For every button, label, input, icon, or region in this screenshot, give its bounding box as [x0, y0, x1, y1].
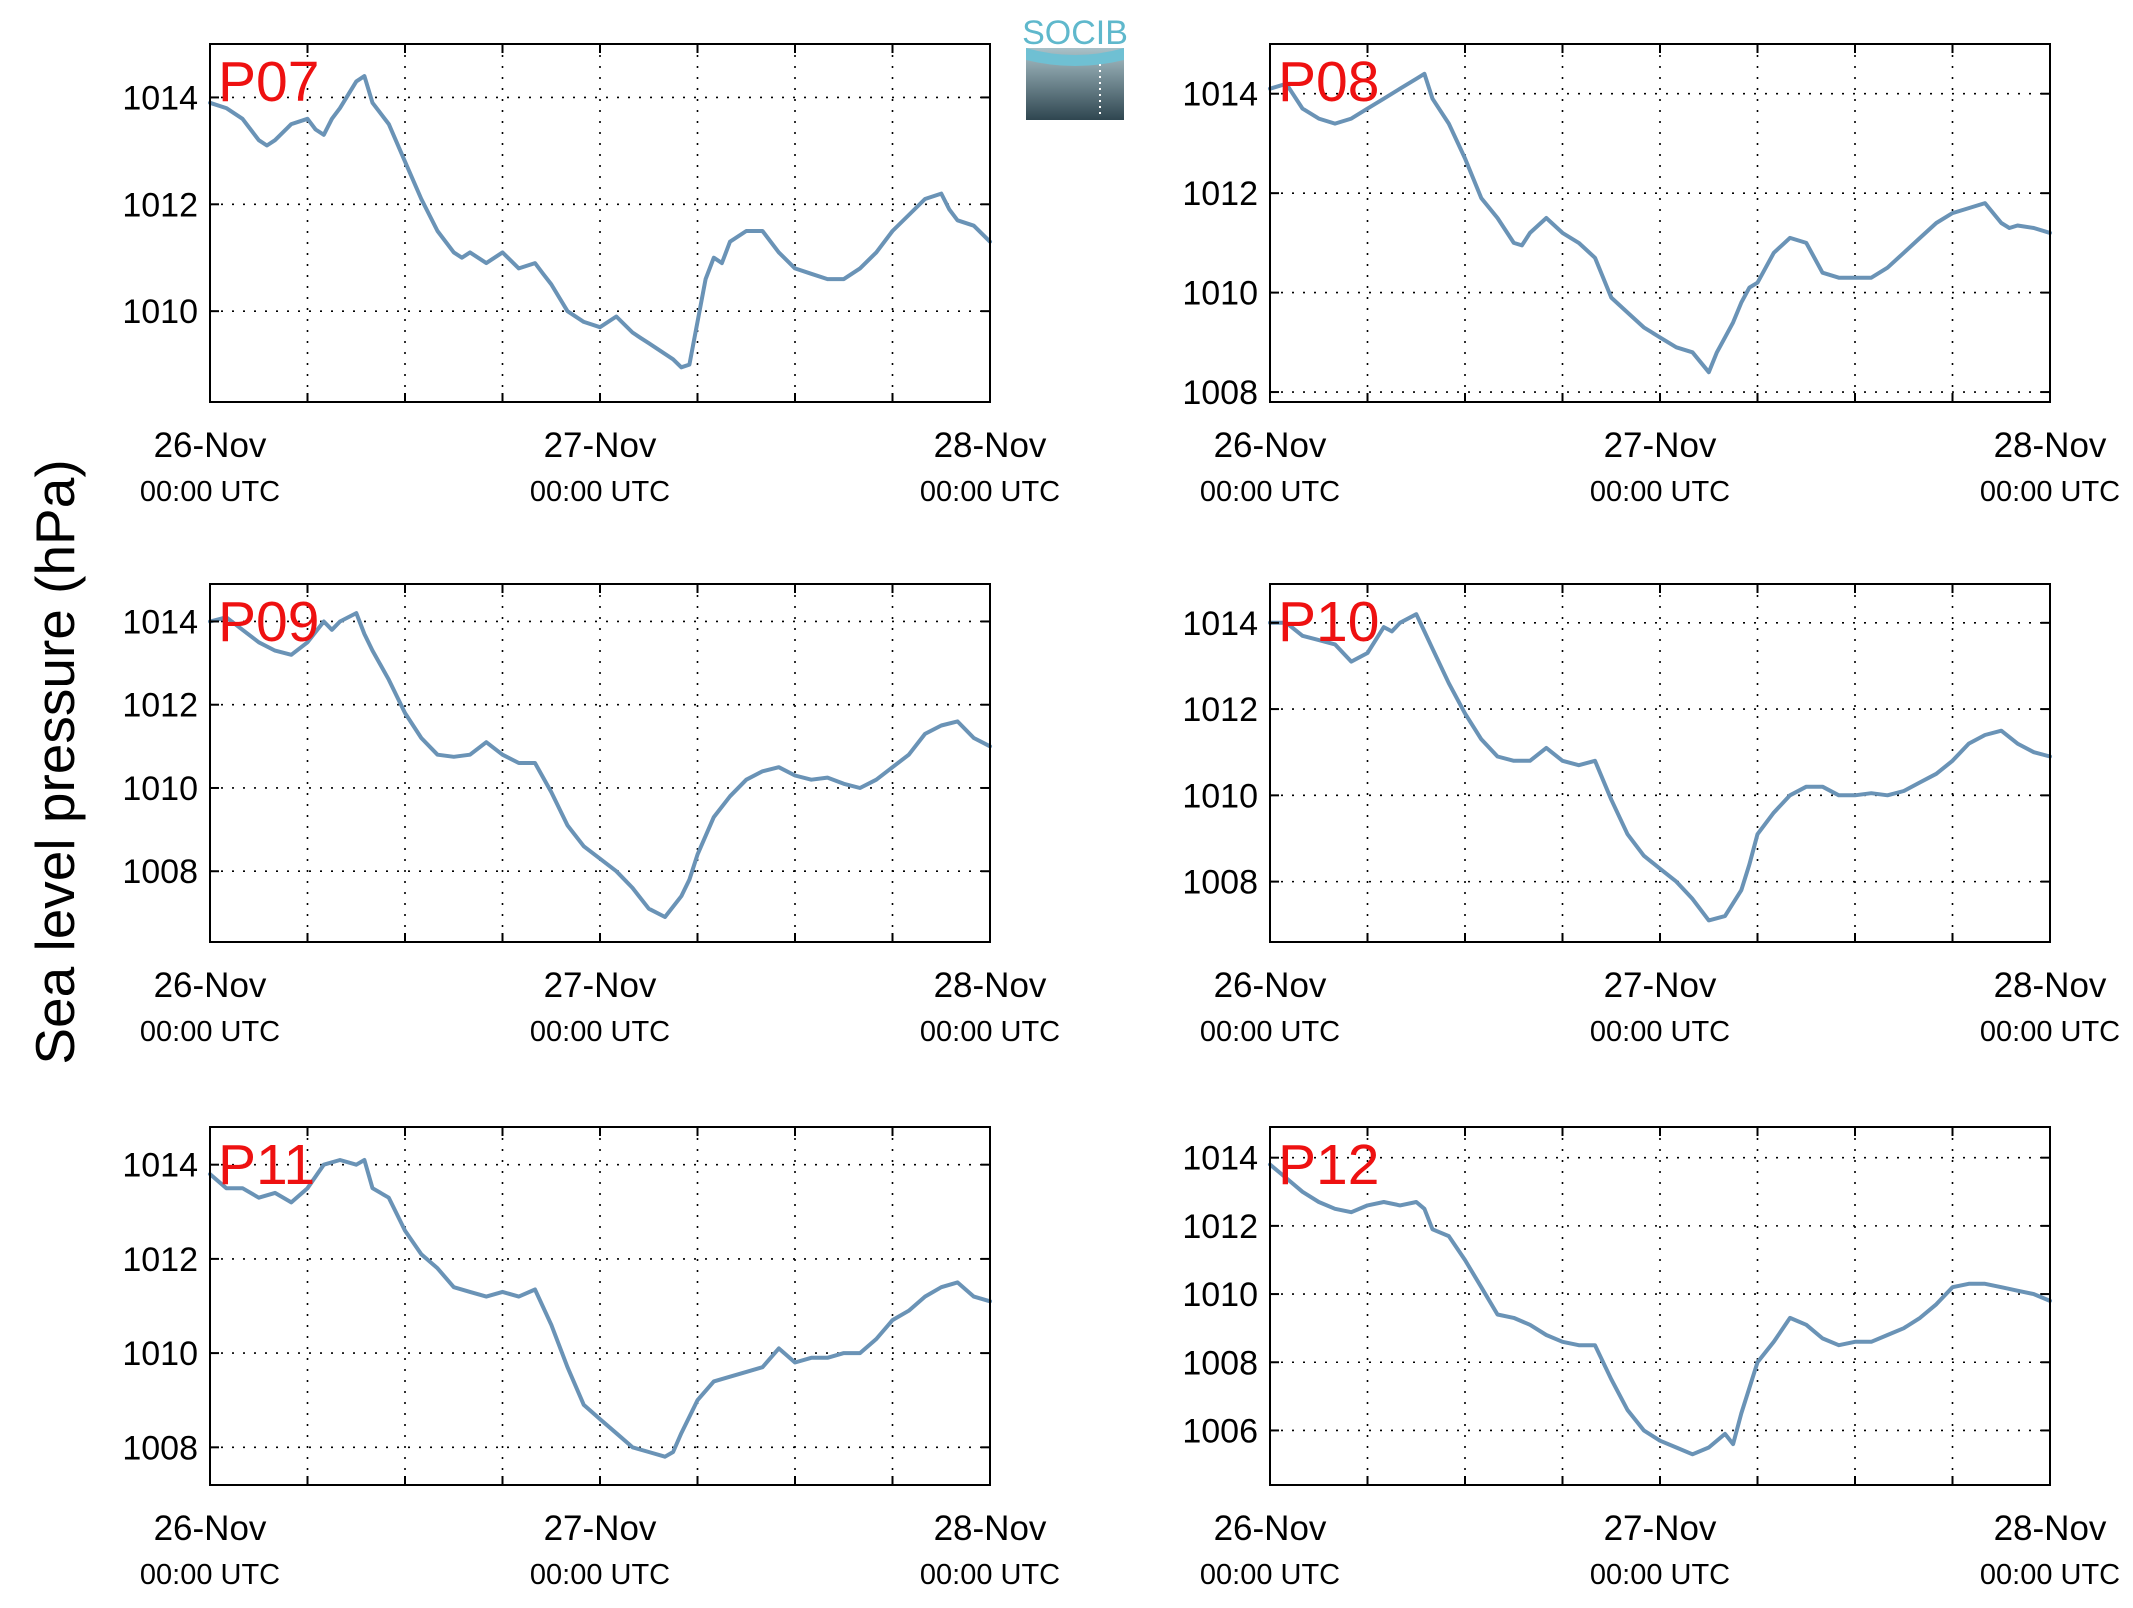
x-tick-label-time: 00:00 UTC	[140, 1016, 280, 1048]
x-tick-label-date: 28-Nov	[934, 966, 1047, 1005]
x-tick-label-date: 27-Nov	[544, 966, 657, 1005]
station-label: P10	[1278, 590, 1379, 654]
y-tick-label: 1014	[122, 1147, 198, 1185]
x-tick-label-date: 28-Nov	[934, 426, 1047, 465]
tick-marks	[210, 44, 990, 402]
x-tick-label-date: 26-Nov	[154, 966, 267, 1005]
x-tick-label-time: 00:00 UTC	[920, 1559, 1060, 1591]
x-tick-label-time: 00:00 UTC	[1200, 1016, 1340, 1048]
chart-panel-p09: 1008 1010 1012 1014 26-Nov 00:00 UTC 27-Nov 00:…	[122, 583, 1060, 1048]
chart-panel-p07: 1010 1012 1014 26-Nov 00:00 UTC 27-Nov 00:00 U…	[122, 43, 1060, 508]
y-tick-label: 1006	[1182, 1412, 1258, 1450]
x-tick-label-time: 00:00 UTC	[1200, 1559, 1340, 1591]
logo-wave	[1026, 48, 1124, 66]
series-line	[208, 1158, 992, 1459]
y-tick-label: 1010	[122, 770, 198, 808]
x-tick-label-time: 00:00 UTC	[920, 476, 1060, 508]
x-tick-label-time: 00:00 UTC	[1980, 1016, 2120, 1048]
x-tick-label-date: 28-Nov	[934, 1509, 1047, 1548]
x-tick-label-date: 27-Nov	[544, 426, 657, 465]
tick-marks	[1270, 1127, 2050, 1485]
x-tick-label-time: 00:00 UTC	[1200, 476, 1340, 508]
x-tick-label-time: 00:00 UTC	[140, 1559, 280, 1591]
plot-frame	[209, 583, 991, 943]
y-tick-label: 1008	[1182, 864, 1258, 902]
series-line	[208, 611, 992, 919]
grid	[1270, 1127, 2050, 1485]
x-tick-label-date: 28-Nov	[1994, 1509, 2107, 1548]
x-tick-label-date: 26-Nov	[154, 426, 267, 465]
station-label: P11	[218, 1133, 315, 1197]
series-line	[1268, 1162, 2052, 1457]
chart-panel-p08: 1008 1010 1012 1014 26-Nov 00:00 UTC 27-Nov 00:…	[1182, 43, 2120, 508]
tick-marks	[1270, 44, 2050, 402]
tick-marks	[1270, 584, 2050, 942]
y-tick-label: 1010	[122, 293, 198, 331]
series-line	[1268, 71, 2052, 375]
y-tick-label: 1010	[1182, 1276, 1258, 1314]
logo-text: SOCIB	[1022, 14, 1128, 52]
chart-panel-p12: 1006 1008 1010 1012 1014 26-Nov 00:00 UTC 27-No…	[1182, 1126, 2120, 1591]
grid	[1270, 584, 2050, 942]
y-tick-label: 1008	[122, 853, 198, 891]
y-tick-label: 1014	[122, 603, 198, 641]
y-tick-label: 1012	[122, 1241, 198, 1279]
x-tick-label-time: 00:00 UTC	[140, 476, 280, 508]
x-tick-label-time: 00:00 UTC	[920, 1016, 1060, 1048]
x-tick-label-time: 00:00 UTC	[1590, 476, 1730, 508]
station-label: P09	[218, 590, 319, 654]
y-tick-label: 1012	[1182, 175, 1258, 213]
x-tick-label-time: 00:00 UTC	[1590, 1016, 1730, 1048]
x-tick-label-date: 27-Nov	[544, 1509, 657, 1548]
grid	[210, 44, 990, 402]
y-tick-label: 1010	[122, 1335, 198, 1373]
station-label: P08	[1278, 50, 1379, 114]
series-line	[208, 74, 992, 370]
y-tick-label: 1012	[1182, 1208, 1258, 1246]
y-tick-label: 1014	[1182, 1140, 1258, 1178]
y-tick-label: 1008	[122, 1429, 198, 1467]
socib-logo: SOCIB	[1022, 14, 1128, 120]
station-label: P12	[1278, 1133, 1379, 1197]
x-tick-label-date: 27-Nov	[1604, 1509, 1717, 1548]
x-tick-label-date: 28-Nov	[1994, 426, 2107, 465]
x-tick-label-time: 00:00 UTC	[530, 1016, 670, 1048]
tick-marks	[210, 1127, 990, 1485]
plot-frame	[209, 43, 991, 403]
x-tick-label-time: 00:00 UTC	[530, 476, 670, 508]
series-line	[1268, 612, 2052, 923]
chart-panel-p11: 1008 1010 1012 1014 26-Nov 00:00 UTC 27-Nov 00:…	[122, 1126, 1060, 1591]
y-tick-label: 1014	[1182, 76, 1258, 114]
grid	[210, 584, 990, 942]
y-tick-label: 1012	[1182, 691, 1258, 729]
plot-frame	[1269, 583, 2051, 943]
x-tick-label-date: 26-Nov	[154, 1509, 267, 1548]
x-tick-label-date: 26-Nov	[1214, 966, 1327, 1005]
x-tick-label-time: 00:00 UTC	[530, 1559, 670, 1591]
chart-panel-p10: 1008 1010 1012 1014 26-Nov 00:00 UTC 27-Nov 00:…	[1182, 583, 2120, 1048]
station-label: P07	[218, 50, 319, 114]
x-tick-label-date: 27-Nov	[1604, 426, 1717, 465]
y-tick-label: 1012	[122, 687, 198, 725]
y-tick-label: 1014	[1182, 605, 1258, 643]
plot-frame	[209, 1126, 991, 1486]
y-tick-label: 1012	[122, 186, 198, 224]
y-tick-label: 1010	[1182, 275, 1258, 313]
y-tick-label: 1008	[1182, 1344, 1258, 1382]
grid	[1270, 44, 2050, 402]
y-tick-label: 1010	[1182, 777, 1258, 815]
x-tick-label-time: 00:00 UTC	[1980, 476, 2120, 508]
grid	[210, 1127, 990, 1485]
x-tick-label-date: 27-Nov	[1604, 966, 1717, 1005]
tick-marks	[210, 584, 990, 942]
y-axis-label-text: Sea level pressure (hPa)	[24, 459, 86, 1065]
y-tick-label: 1014	[122, 79, 198, 117]
x-tick-label-date: 26-Nov	[1214, 426, 1327, 465]
x-tick-label-time: 00:00 UTC	[1590, 1559, 1730, 1591]
y-tick-label: 1008	[1182, 374, 1258, 412]
x-tick-label-date: 26-Nov	[1214, 1509, 1327, 1548]
x-tick-label-time: 00:00 UTC	[1980, 1559, 2120, 1591]
x-tick-label-date: 28-Nov	[1994, 966, 2107, 1005]
